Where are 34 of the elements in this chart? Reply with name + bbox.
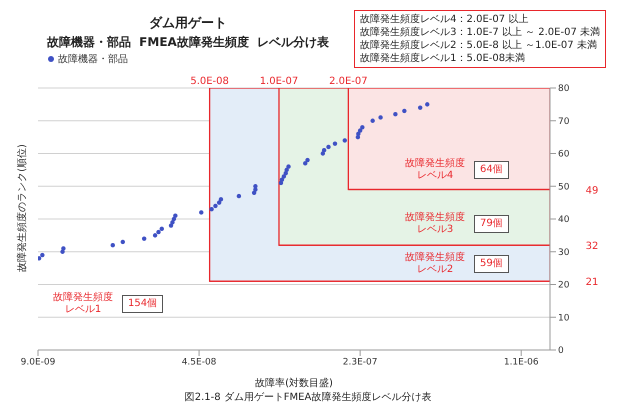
x-tick-label: 4.5E-08 <box>182 357 217 368</box>
x-tick-label: 2.3E-07 <box>342 357 378 368</box>
y-tick-label: 60 <box>558 150 570 160</box>
x-tick-label: 1.1E-06 <box>504 357 539 368</box>
y-tick-label: 70 <box>558 116 570 127</box>
band-label: 5.0E-08 <box>190 76 229 87</box>
annotation: 154個 <box>122 295 164 313</box>
band-label: 1.0E-07 <box>260 76 298 87</box>
chart-subtitle: 故障機器・部品 FMEA故障発生頻度 レベル分け表 <box>46 34 330 51</box>
ref-line-label: 49 <box>586 186 598 197</box>
note-box: 故障発生頻度レベル4：2.0E-07 以上 故障発生頻度レベル3：1.0E-7 以上 ～ 2.0E-07 未満 故障発生頻度レベル2：5.0E-8 以上 ～1.0E-07 未満 故障発生頻度レベル1：5.0E-08未満 <box>354 10 606 68</box>
y-tick-label: 30 <box>558 248 570 258</box>
y-tick-label: 50 <box>558 182 570 192</box>
chart-title: ダム用ゲート <box>148 15 228 32</box>
annotation: 64個 <box>474 161 509 179</box>
annotation: 79個 <box>474 215 509 233</box>
ref-line-label: 32 <box>586 241 598 252</box>
ref-line-label: 21 <box>586 277 598 288</box>
y-tick-label: 40 <box>558 215 570 226</box>
legend-label: 故障機器・部品 <box>58 54 128 65</box>
annotation: 故障発生頻度レベル1 <box>52 292 114 316</box>
annotation: 故障発生頻度レベル3 <box>404 212 466 236</box>
x-tick-label: 9.0E-09 <box>20 357 56 368</box>
x-axis-title: 故障率(対数目盛) <box>255 377 333 389</box>
band-label: 2.0E-07 <box>329 76 368 87</box>
annotation: 59個 <box>474 255 509 273</box>
annotation: 故障発生頻度レベル4 <box>404 158 466 182</box>
y-tick-label: 20 <box>558 280 570 291</box>
caption: 図2.1-8 ダム用ゲートFMEA故障発生頻度レベル分け表 <box>184 390 432 404</box>
y-tick-label: 10 <box>558 313 570 324</box>
annotation: 故障発生頻度レベル2 <box>404 252 466 276</box>
y-tick-label: 80 <box>558 84 570 94</box>
y-tick-label: 0 <box>558 346 564 356</box>
y-axis-title: 故障発生頻度のランク(順位) <box>16 144 29 272</box>
